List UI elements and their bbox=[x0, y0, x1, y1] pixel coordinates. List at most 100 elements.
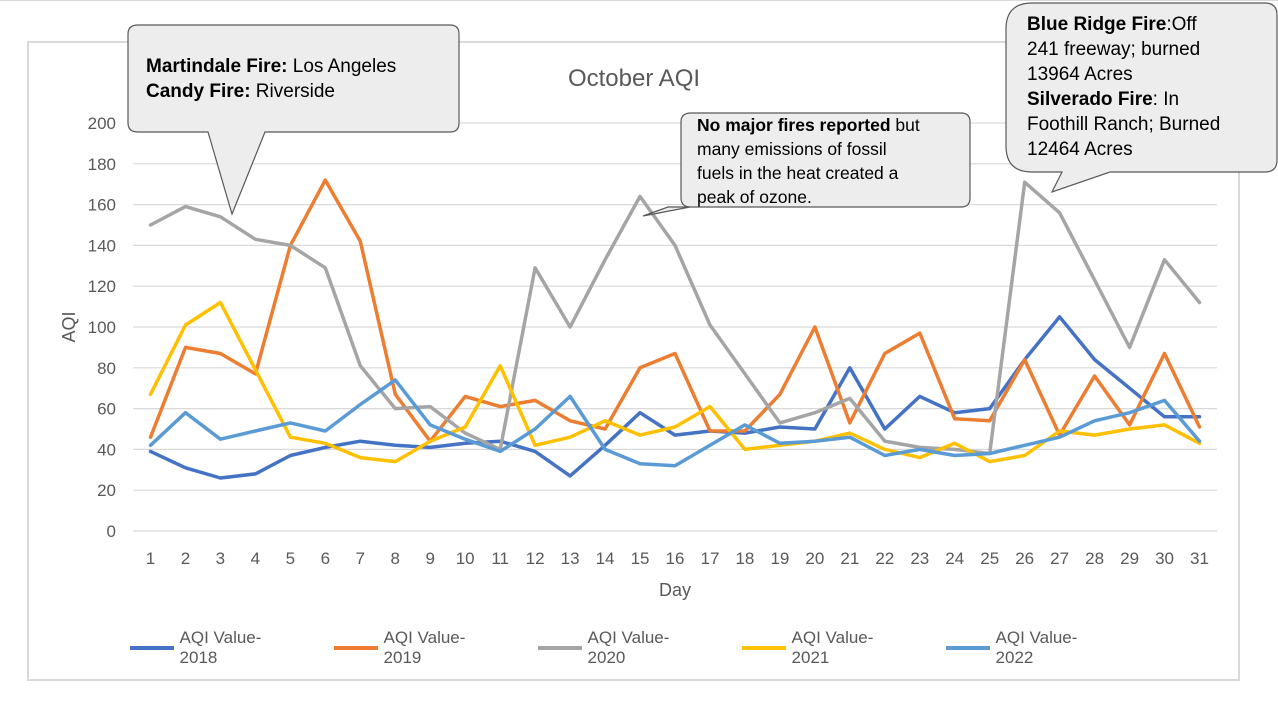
x-tick-label: 11 bbox=[491, 549, 509, 568]
callout-line: Martindale Fire: Los Angeles bbox=[146, 54, 446, 79]
series-line-aqi-value-2022 bbox=[148, 378, 1202, 468]
x-tick-label: 24 bbox=[945, 549, 964, 568]
x-axis-title: Day bbox=[659, 580, 691, 600]
y-tick-label: 200 bbox=[88, 114, 116, 133]
y-tick-label: 20 bbox=[97, 481, 116, 500]
y-axis-title: AQI bbox=[59, 311, 79, 342]
callout-bubble-no-fires bbox=[642, 112, 971, 217]
x-axis-tick-labels: 1 2 3 4 5 6 7 8 9 10 11 12 13 14 15 16 17 18 19 20 21 22 23 24 2… bbox=[146, 549, 1209, 568]
callout-line: Blue Ridge Fire:Off bbox=[1027, 12, 1267, 37]
callout-line: peak of ozone. bbox=[697, 185, 962, 209]
callout-blue-ridge-silverado: Blue Ridge Fire:Off 241 freeway; burned 13… bbox=[1027, 12, 1267, 162]
y-tick-label: 160 bbox=[88, 196, 116, 215]
y-tick-label: 0 bbox=[107, 522, 116, 541]
y-tick-label: 140 bbox=[88, 236, 116, 255]
x-tick-label: 5 bbox=[286, 549, 295, 568]
x-tick-label: 10 bbox=[456, 549, 475, 568]
callout-bubble-blue-ridge bbox=[1005, 2, 1278, 194]
x-tick-label: 1 bbox=[146, 549, 155, 568]
y-tick-label: 60 bbox=[97, 400, 116, 419]
x-tick-label: 23 bbox=[910, 549, 929, 568]
callout-no-major-fires: No major fires reported but many emission… bbox=[697, 113, 962, 209]
callout-shapes bbox=[127, 2, 1278, 217]
y-tick-label: 180 bbox=[88, 155, 116, 174]
x-tick-label: 4 bbox=[251, 549, 260, 568]
callout-bold-text: Candy Fire: bbox=[146, 81, 251, 102]
callout-line: No major fires reported but bbox=[697, 113, 962, 137]
callout-text: many emissions of fossil bbox=[697, 139, 887, 159]
callout-bold-text: Martindale Fire: bbox=[146, 56, 288, 77]
x-tick-label: 15 bbox=[631, 549, 650, 568]
x-tick-label: 14 bbox=[596, 549, 615, 568]
callout-text: Los Angeles bbox=[287, 56, 397, 77]
legend-swatch bbox=[946, 646, 990, 650]
callout-text: 13964 Acres bbox=[1027, 64, 1133, 85]
legend-item: AQI Value-2019 bbox=[334, 628, 502, 668]
legend-item: AQI Value-2018 bbox=[130, 628, 298, 668]
callout-text: 12464 Acres bbox=[1027, 139, 1133, 160]
callout-text: but bbox=[890, 115, 920, 135]
legend-label: AQI Value-2022 bbox=[995, 628, 1078, 667]
x-tick-label: 17 bbox=[701, 549, 720, 568]
y-tick-label: 120 bbox=[88, 277, 116, 296]
x-tick-label: 8 bbox=[391, 549, 400, 568]
callout-line: many emissions of fossil bbox=[697, 137, 962, 161]
x-tick-label: 26 bbox=[1015, 549, 1034, 568]
x-tick-label: 13 bbox=[561, 549, 580, 568]
top-border-line bbox=[0, 0, 1278, 1]
chart-title: October AQI bbox=[568, 65, 700, 92]
x-tick-label: 9 bbox=[425, 549, 434, 568]
gridlines bbox=[133, 122, 1217, 532]
x-tick-label: 28 bbox=[1085, 549, 1104, 568]
legend-label: AQI Value-2021 bbox=[791, 628, 874, 667]
x-tick-label: 30 bbox=[1155, 549, 1174, 568]
legend-swatch bbox=[538, 646, 582, 650]
legend-label: AQI Value-2020 bbox=[587, 628, 670, 667]
y-tick-label: 100 bbox=[88, 318, 116, 337]
legend-item: AQI Value-2021 bbox=[742, 628, 910, 668]
legend-item: AQI Value-2020 bbox=[538, 628, 706, 668]
legend-swatch bbox=[334, 646, 378, 650]
legend-swatch bbox=[130, 646, 174, 650]
chart-legend: AQI Value-2018 AQI Value-2019 AQI Value-20… bbox=[130, 628, 1150, 667]
x-tick-label: 29 bbox=[1120, 549, 1139, 568]
series-lines bbox=[148, 178, 1202, 480]
legend-item: AQI Value-2022 bbox=[946, 628, 1114, 668]
callout-text: fuels in the heat created a bbox=[697, 163, 899, 183]
legend-swatch bbox=[742, 646, 786, 650]
x-tick-label: 7 bbox=[356, 549, 365, 568]
legend-label: AQI Value-2019 bbox=[383, 628, 466, 667]
x-tick-label: 3 bbox=[216, 549, 225, 568]
callout-bubble-martindale bbox=[127, 24, 460, 216]
x-tick-label: 16 bbox=[666, 549, 685, 568]
x-tick-label: 21 bbox=[840, 549, 859, 568]
x-tick-label: 20 bbox=[805, 549, 824, 568]
series-line-aqi-value-2020 bbox=[148, 180, 1202, 456]
x-tick-label: 6 bbox=[321, 549, 330, 568]
callout-line: Foothill Ranch; Burned bbox=[1027, 112, 1267, 137]
x-tick-label: 2 bbox=[181, 549, 190, 568]
callout-line: 241 freeway; burned bbox=[1027, 37, 1267, 62]
x-tick-label: 18 bbox=[735, 549, 754, 568]
callout-bold-text: No major fires reported bbox=[697, 115, 891, 135]
series-line-aqi-value-2021 bbox=[148, 300, 1202, 464]
x-tick-label: 31 bbox=[1190, 549, 1209, 568]
callout-text: Riverside bbox=[250, 81, 336, 102]
y-tick-label: 40 bbox=[97, 440, 116, 459]
callout-line: fuels in the heat created a bbox=[697, 161, 962, 185]
callout-bold-text: Blue Ridge Fire bbox=[1027, 14, 1167, 35]
callout-text: Foothill Ranch; Burned bbox=[1027, 114, 1221, 135]
legend-label: AQI Value-2018 bbox=[179, 628, 262, 667]
x-tick-label: 19 bbox=[770, 549, 789, 568]
callout-text: : In bbox=[1152, 89, 1180, 110]
callout-text: peak of ozone. bbox=[697, 187, 812, 207]
callout-line: Silverado Fire: In bbox=[1027, 87, 1267, 112]
x-tick-label: 27 bbox=[1050, 549, 1069, 568]
x-tick-label: 25 bbox=[980, 549, 999, 568]
x-tick-label: 12 bbox=[526, 549, 545, 568]
callout-martindale-candy: Martindale Fire: Los Angeles Candy Fire: … bbox=[146, 54, 446, 104]
callout-line: 13964 Acres bbox=[1027, 62, 1267, 87]
y-axis-tick-labels: 0 20 40 60 80 100 120 140 160 180 200 bbox=[88, 114, 116, 541]
x-tick-label: 22 bbox=[875, 549, 894, 568]
